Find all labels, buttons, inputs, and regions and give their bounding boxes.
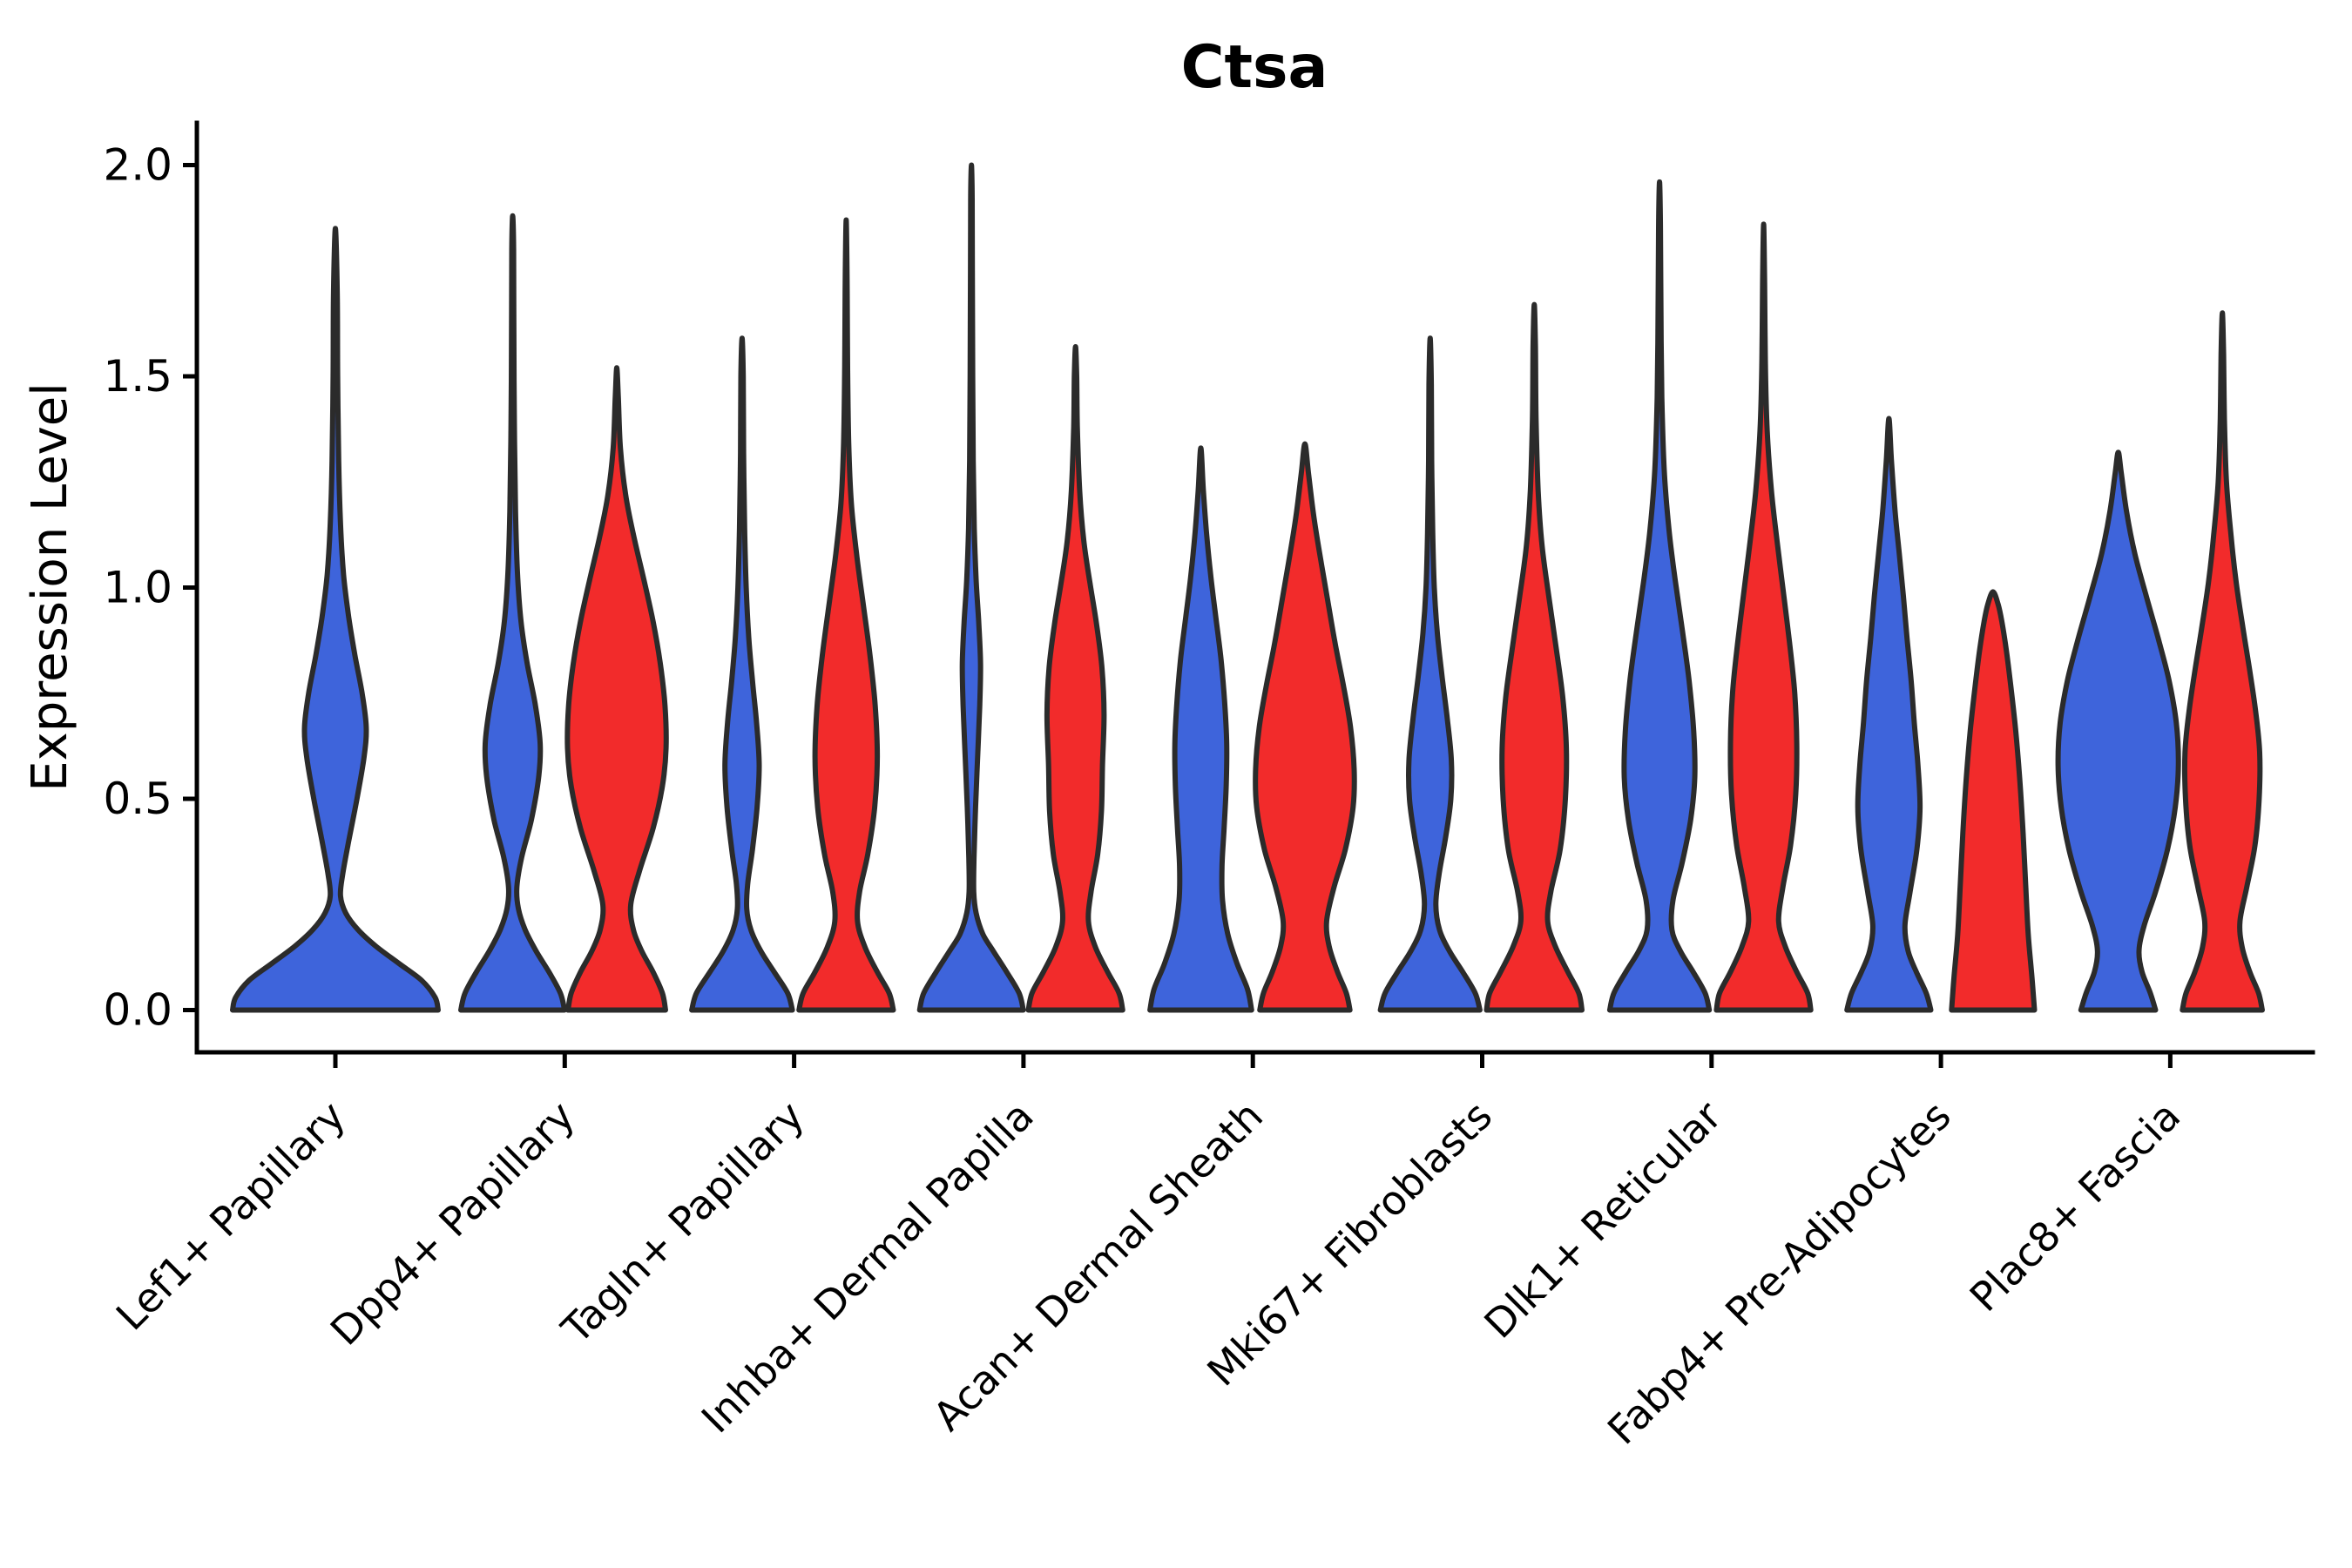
violin-dlk1-reticular-red	[1713, 221, 1814, 1013]
violin-tagln-papillary-red	[796, 217, 896, 1013]
violin-mki67-fibroblasts-red	[1484, 301, 1585, 1013]
x-tick-label: Dlk1+ Reticular	[1475, 1092, 1730, 1348]
axes	[183, 120, 2315, 1068]
x-tick-label: Lef1+ Papillary	[107, 1092, 355, 1340]
y-tick-label: 1.5	[103, 351, 172, 402]
y-axis-label: Expression Level	[22, 382, 78, 792]
violin-fabp4-pre-adipocytes-blue	[1844, 416, 1934, 1013]
chart-title: Ctsa	[1181, 33, 1328, 102]
violin-lef1-papillary-blue	[230, 226, 441, 1013]
y-tick-label: 1.0	[103, 563, 172, 613]
violin-inhba-dermal-papilla-red	[1025, 344, 1125, 1013]
violin-plac8-fascia-blue	[2055, 449, 2181, 1013]
violin-acan-dermal-sheath-red	[1253, 441, 1357, 1013]
violin-acan-dermal-sheath-blue	[1147, 445, 1254, 1013]
x-tick-label: Tagln+ Papillary	[552, 1092, 814, 1354]
violin-dlk1-reticular-blue	[1606, 179, 1713, 1013]
violin-tagln-papillary-blue	[689, 335, 795, 1013]
violin-dpp4-papillary-red	[564, 365, 669, 1013]
axis-spines	[194, 120, 2315, 1055]
violin-mki67-fibroblasts-blue	[1377, 335, 1483, 1013]
y-tick-label: 0.5	[103, 774, 172, 824]
violin-dpp4-papillary-blue	[458, 213, 567, 1013]
violins	[230, 162, 2265, 1013]
x-tick-label: Plac8+ Fascia	[1961, 1092, 2189, 1321]
y-tick-label: 2.0	[103, 140, 172, 191]
x-tick-label: Dpp4+ Papillary	[321, 1092, 584, 1355]
y-tick-label: 0.0	[103, 985, 172, 1036]
violin-plac8-fascia-red	[2180, 310, 2265, 1013]
violin-inhba-dermal-papilla-blue	[916, 162, 1026, 1013]
violin-fabp4-pre-adipocytes-red	[1949, 589, 2038, 1013]
